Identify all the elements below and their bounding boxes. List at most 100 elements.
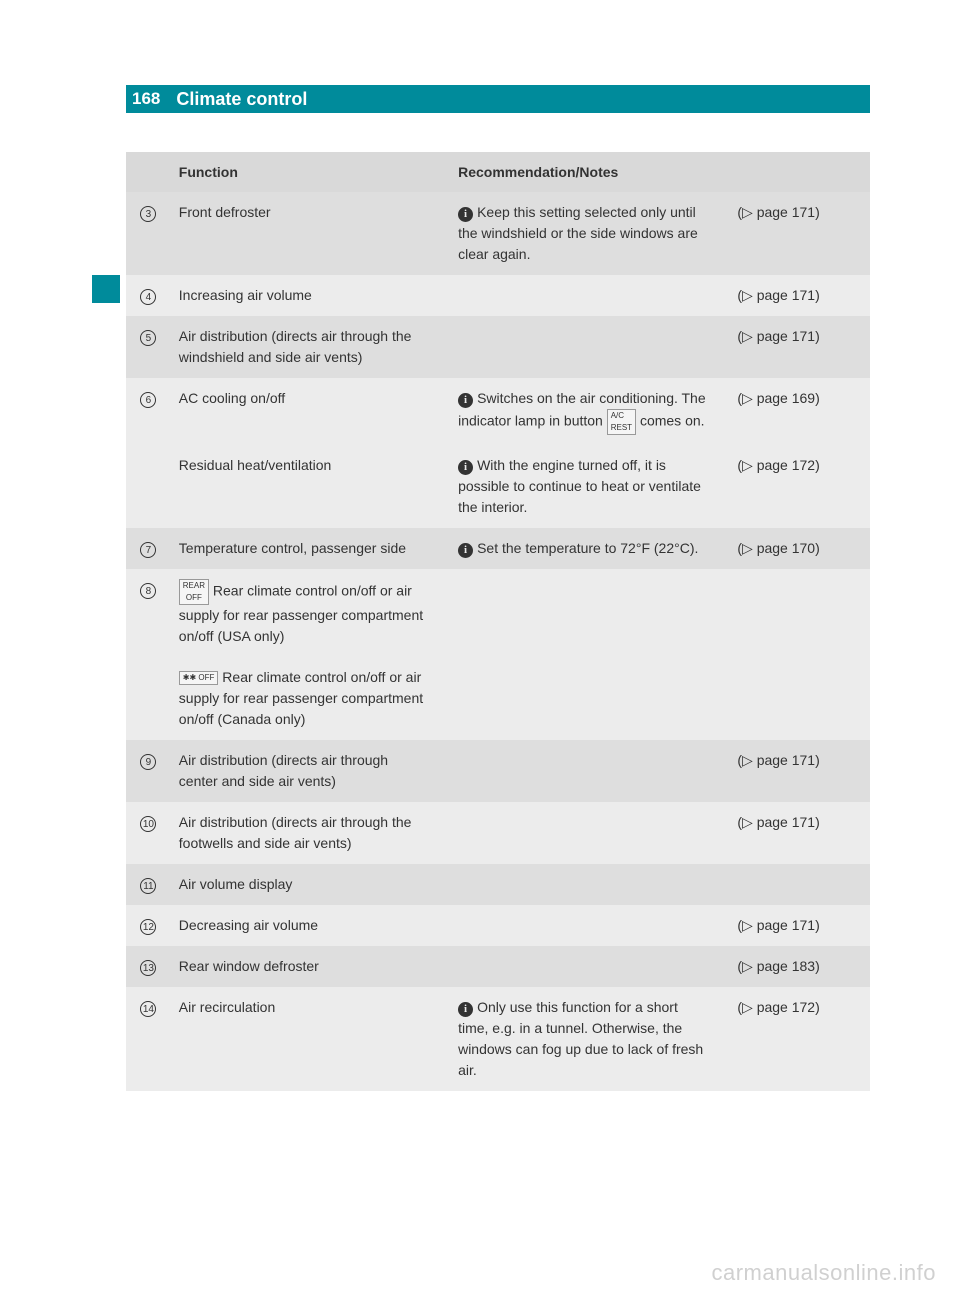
recommendation-cell: iWith the engine turned off, it is possi… — [448, 445, 727, 528]
ref-cell: 4 — [126, 275, 169, 316]
ref-marker: 12 — [140, 919, 156, 935]
table-header-row: Function Recommendation/Notes — [126, 152, 870, 192]
function-cell: Decreasing air volume — [169, 905, 448, 946]
table-row: 6AC cooling on/offiSwitches on the air c… — [126, 378, 870, 445]
function-button-icon: REAROFF — [179, 579, 209, 605]
table-row: 13 Rear window defroster (▷ page 183) — [126, 946, 870, 987]
ref-cell: 13 — [126, 946, 169, 987]
page-ref-cell: (▷ page 171) — [727, 192, 870, 275]
ref-cell: 5 — [126, 316, 169, 378]
page-ref-cell: (▷ page 169) — [727, 378, 870, 445]
recommendation-cell: i Set the temperature to 72°F (22°C). — [448, 528, 727, 569]
page-ref-cell: (▷ page 171) — [727, 905, 870, 946]
function-cell: Rear window defroster — [169, 946, 448, 987]
table-row: Residual heat/ventilationiWith the engin… — [126, 445, 870, 528]
ref-marker: 10 — [140, 816, 156, 832]
ref-cell: 10 — [126, 802, 169, 864]
function-cell: REAROFF Rear climate control on/off or a… — [169, 569, 448, 657]
ac-button-icon: A/CREST — [607, 409, 636, 435]
ref-cell: 6 — [126, 378, 169, 445]
header-recommendation: Recommendation/Notes — [448, 152, 727, 192]
recommendation-cell — [448, 802, 727, 864]
table-row: 12 Decreasing air volume (▷ page 171) — [126, 905, 870, 946]
page-ref-cell — [727, 864, 870, 905]
ref-marker: 6 — [140, 392, 156, 408]
table-row: 14Air recirculationiOnly use this functi… — [126, 987, 870, 1091]
ref-marker: 14 — [140, 1001, 156, 1017]
page-ref-cell: (▷ page 171) — [727, 740, 870, 802]
info-icon: i — [458, 543, 473, 558]
info-icon: i — [458, 1002, 473, 1017]
table-row: 5 Air distribution (directs air through t… — [126, 316, 870, 378]
ref-marker: 4 — [140, 289, 156, 305]
recommendation-cell: iSwitches on the air conditioning. The i… — [448, 378, 727, 445]
ref-cell: 14 — [126, 987, 169, 1091]
header-bar: 168 Climate control — [126, 85, 870, 113]
ref-cell — [126, 657, 169, 740]
ref-marker: 9 — [140, 754, 156, 770]
info-icon: i — [458, 393, 473, 408]
table-row: 8 REAROFF Rear climate control on/off or … — [126, 569, 870, 657]
info-icon: i — [458, 207, 473, 222]
ref-marker: 5 — [140, 330, 156, 346]
recommendation-cell — [448, 569, 727, 657]
table-row: 9 Air distribution (directs air through c… — [126, 740, 870, 802]
ref-marker: 13 — [140, 960, 156, 976]
header-function: Function — [169, 152, 448, 192]
table-row: 4 Increasing air volume (▷ page 171) — [126, 275, 870, 316]
function-cell: Increasing air volume — [169, 275, 448, 316]
ref-marker: 3 — [140, 206, 156, 222]
side-tab — [92, 275, 120, 303]
note-text: Set the temperature to 72°F (22°C). — [477, 540, 698, 556]
page-ref-cell: (▷ page 170) — [727, 528, 870, 569]
page-ref-cell — [727, 569, 870, 657]
ref-cell: 12 — [126, 905, 169, 946]
page-ref-cell: (▷ page 172) — [727, 987, 870, 1091]
note-text-post: comes on. — [636, 413, 704, 429]
ref-cell: 7 — [126, 528, 169, 569]
content-area: Function Recommendation/Notes 3 Front def… — [126, 152, 870, 1091]
ref-cell: 11 — [126, 864, 169, 905]
table-row: 7 Temperature control, passenger side i Set… — [126, 528, 870, 569]
function-cell: ✱✱ OFF Rear climate control on/off or ai… — [169, 657, 448, 740]
ref-cell — [126, 445, 169, 528]
ref-marker: 11 — [140, 878, 156, 894]
page-ref-cell: (▷ page 171) — [727, 802, 870, 864]
recommendation-cell — [448, 905, 727, 946]
page-ref-cell: (▷ page 183) — [727, 946, 870, 987]
recommendation-cell: iKeep this setting selected only until t… — [448, 192, 727, 275]
recommendation-cell — [448, 275, 727, 316]
table-row: ✱✱ OFF Rear climate control on/off or ai… — [126, 657, 870, 740]
page-title: Climate control — [160, 89, 307, 110]
function-cell: Air recirculation — [169, 987, 448, 1091]
ref-marker: 8 — [140, 583, 156, 599]
function-cell: Front defroster — [169, 192, 448, 275]
page-ref-cell — [727, 657, 870, 740]
info-icon: i — [458, 460, 473, 475]
ref-marker: 7 — [140, 542, 156, 558]
table-row: 11 Air volume display — [126, 864, 870, 905]
recommendation-cell — [448, 864, 727, 905]
table-body: 3 Front defrosteriKeep this setting selec… — [126, 192, 870, 1091]
page-ref-cell: (▷ page 171) — [727, 275, 870, 316]
note-text: Only use this function for a short time,… — [458, 999, 703, 1078]
recommendation-cell: iOnly use this function for a short time… — [448, 987, 727, 1091]
function-button-icon: ✱✱ OFF — [179, 671, 219, 685]
page-ref-cell: (▷ page 171) — [727, 316, 870, 378]
watermark: carmanualsonline.info — [711, 1260, 936, 1286]
page-ref-cell: (▷ page 172) — [727, 445, 870, 528]
note-text: With the engine turned off, it is possib… — [458, 457, 701, 515]
page-number: 168 — [126, 89, 160, 109]
function-cell: Air distribution (directs air through ce… — [169, 740, 448, 802]
recommendation-cell — [448, 740, 727, 802]
ref-cell: 3 — [126, 192, 169, 275]
header-page-blank — [727, 152, 870, 192]
table-row: 10 Air distribution (directs air through … — [126, 802, 870, 864]
function-cell: Air distribution (directs air through th… — [169, 802, 448, 864]
ref-cell: 8 — [126, 569, 169, 657]
table-row: 3 Front defrosteriKeep this setting selec… — [126, 192, 870, 275]
function-cell: Air volume display — [169, 864, 448, 905]
ref-cell: 9 — [126, 740, 169, 802]
function-cell: Air distribution (directs air through th… — [169, 316, 448, 378]
function-cell: Temperature control, passenger side — [169, 528, 448, 569]
